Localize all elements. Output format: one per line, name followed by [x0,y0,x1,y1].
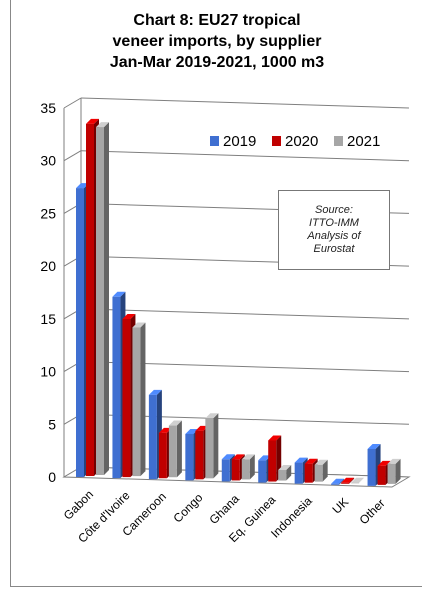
bar [132,327,141,477]
bar [221,459,230,482]
bar-top [86,118,99,124]
legend-swatch [272,136,281,146]
bar [241,459,250,480]
bar [112,296,121,479]
y-tick-label: 15 [40,311,56,327]
bar-top [314,459,328,465]
y-tick-label: 25 [40,205,56,221]
bar-top [268,435,282,441]
chart-frame [10,0,422,587]
bar [314,464,323,482]
y-tick-label: 10 [40,364,56,380]
bar-side [213,413,219,479]
y-tick-label: 20 [40,258,56,274]
bar [341,482,350,484]
bar-top [377,460,391,466]
bar [122,318,131,478]
bar [294,462,303,484]
bar-top [195,425,209,431]
legend-label: 2019 [223,133,256,150]
bar-side [339,478,345,485]
bar [268,440,277,482]
source-line-2: ITTO-IMM [309,217,359,229]
bar-top [148,389,162,395]
bar [195,430,204,480]
bar-side [176,420,182,478]
bar-top [231,454,245,460]
bar-top [122,313,136,319]
bar [387,463,396,484]
bar-side [104,122,109,475]
legend-swatch [210,136,219,146]
side-gridline-6 [63,150,82,162]
bar-top [387,458,401,464]
source-line-4: Eurostat [313,243,355,255]
bar-top [158,427,172,433]
bar-side [395,458,401,484]
bar [158,432,167,479]
x-tick-label: UK [330,495,352,517]
bar-top [351,477,365,483]
title-line-1: Chart 8: EU27 tropical [133,12,301,29]
bar-top [367,443,381,449]
bar-top [76,183,89,189]
bar-top [341,477,355,483]
source-note: Source: ITTO-IMM Analysis of Eurostat [278,190,390,270]
bar [185,433,194,481]
bar-top [221,454,235,460]
bar-top [185,428,199,434]
legend-swatch [334,136,343,146]
bar [304,463,313,483]
x-tick-label: Other [357,496,388,527]
bar-side [249,454,255,480]
gridline-7 [80,97,410,109]
legend-label: 2021 [347,133,380,150]
source-line-3: Analysis of [307,230,361,242]
legend-label: 2020 [285,133,318,150]
bar [258,460,267,483]
y-tick-label: 30 [40,153,56,169]
gridline-6 [80,150,410,162]
bar [351,482,360,484]
bar-side [286,465,292,481]
bar-top [241,454,255,460]
y-tick-label: 0 [48,469,56,485]
bar [148,394,157,480]
title-line-2: veneer imports, by supplier [112,33,322,50]
bar [231,459,240,481]
bar-top [205,413,219,419]
bar [367,448,376,486]
bar-top [112,291,126,297]
bar-top [132,322,146,328]
x-tick-label: Ghana [207,491,243,527]
chart-title: Chart 8: EU27 tropical veneer imports, b… [0,10,434,73]
bar-top [294,457,308,463]
source-line-1: Source: [315,204,353,216]
y-tick-label: 5 [48,416,56,432]
bar [96,127,104,475]
bar [377,465,386,485]
title-line-3: Jan-Mar 2019-2021, 1000 m3 [109,54,325,71]
bar-top [331,478,345,484]
x-tick-label: Gabon [61,487,96,522]
bar-top [278,465,292,471]
bar-side [349,477,355,484]
bar [205,418,214,479]
bar-side [322,459,328,482]
x-tick-label: Congo [171,490,206,525]
bar [278,470,287,481]
side-gridline-7 [63,97,82,109]
y-tick-label: 35 [40,100,56,116]
bar-side [140,322,146,477]
bar-top [258,455,272,461]
bar-top [304,458,318,464]
bar [168,425,177,478]
bar [76,188,84,477]
bar-top [168,420,182,426]
gridline-3 [80,308,410,320]
bar [86,123,94,477]
bar [331,483,340,485]
bar-top [96,122,109,128]
